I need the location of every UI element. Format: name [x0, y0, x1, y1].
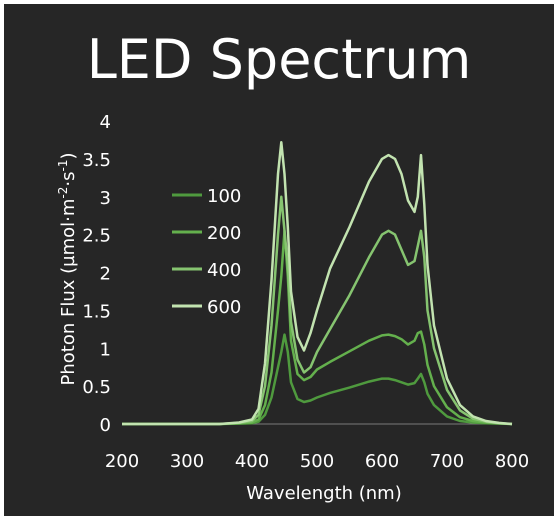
- y-axis-title: Photon Flux (µmol·m-2·s-1): [56, 153, 79, 386]
- y-tick-label: 3: [100, 188, 111, 209]
- series-line-400: [122, 195, 513, 426]
- series-line-600: [122, 140, 513, 426]
- x-tick-label: 300: [170, 451, 204, 472]
- x-axis-title: Wavelength (nm): [246, 483, 402, 504]
- y-tick-label: 2.5: [82, 226, 111, 247]
- y-tick-label: 4: [100, 112, 111, 133]
- y-tick-label: 2: [100, 264, 111, 285]
- y-tick-label: 3.5: [82, 150, 111, 171]
- x-tick-label: 500: [300, 451, 334, 472]
- series-line-100: [122, 333, 513, 426]
- legend-label-100: 100: [207, 186, 241, 207]
- legend-label-400: 400: [207, 260, 241, 281]
- y-tick-label: 0: [100, 415, 111, 436]
- x-tick-label: 400: [235, 451, 269, 472]
- legend-label-200: 200: [207, 223, 241, 244]
- x-tick-label: 200: [105, 451, 139, 472]
- chart-plot: 200 300 400 500 600 700 800 0 0.5 1 1.5 2 2.5 3 3.5 4 1…: [56, 112, 529, 504]
- series-line-200: [122, 229, 513, 426]
- chart-title: LED Spectrum: [86, 28, 472, 91]
- x-tick-label: 700: [430, 451, 464, 472]
- y-tick-label: 1.5: [82, 301, 111, 322]
- y-tick-label: 1: [100, 339, 111, 360]
- legend-label-600: 600: [207, 297, 241, 318]
- y-tick-label: 0.5: [82, 377, 111, 398]
- x-tick-label: 600: [365, 451, 399, 472]
- x-tick-label: 800: [495, 451, 529, 472]
- chart-frame: LED Spectrum 200 300 400 500 600 700 800 0 0.5 1 1…: [4, 4, 554, 516]
